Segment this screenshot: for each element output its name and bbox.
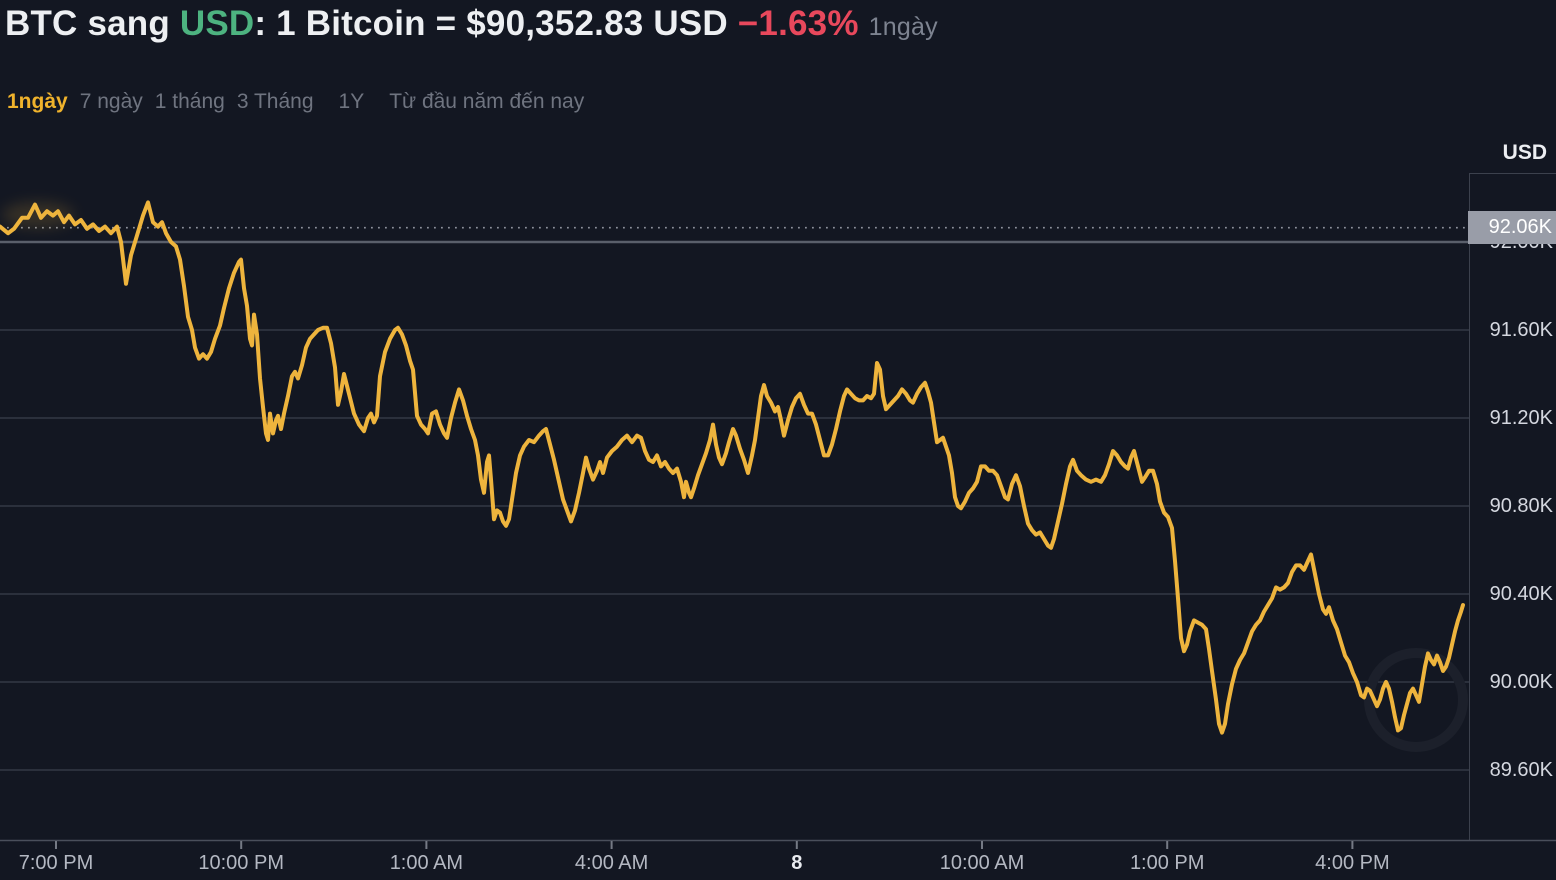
- y-axis-label: 91.60K: [1489, 319, 1553, 341]
- page-title: BTC sang USD: 1 Bitcoin = $90,352.83 USD…: [5, 4, 938, 44]
- x-axis-label: 4:00 AM: [574, 852, 649, 874]
- x-axis-label: 1:00 PM: [1129, 852, 1205, 874]
- title-pair: BTC sang: [5, 4, 180, 43]
- axis-frame: [0, 173, 1556, 849]
- tab-ytd[interactable]: Từ đầu năm đến nay: [389, 90, 585, 113]
- title-price: : 1 Bitcoin = $90,352.83 USD: [254, 4, 738, 43]
- y-axis-label: 90.40K: [1489, 583, 1553, 605]
- y-axis-label: 91.20K: [1489, 407, 1553, 429]
- price-axis-title: USD: [1502, 141, 1547, 164]
- y-axis-label: 90.00K: [1489, 671, 1553, 693]
- range-tabs: 1ngày 7 ngày 1 tháng 3 Tháng 1Y Từ đầu năm đế…: [7, 90, 584, 114]
- x-axis-label: 4:00 PM: [1315, 852, 1390, 874]
- title-range-label: 1ngày: [868, 13, 938, 41]
- title-change-percent: −1.63%: [737, 4, 859, 43]
- x-axis-label: 7:00 PM: [18, 852, 94, 874]
- x-axis-label: 10:00 AM: [939, 852, 1025, 874]
- tab-7-days[interactable]: 7 ngày: [79, 90, 143, 113]
- tab-1-year[interactable]: 1Y: [338, 90, 365, 113]
- price-axis-badge: 92.06K: [1468, 211, 1556, 244]
- title-quote-currency: USD: [179, 4, 255, 43]
- price-line-series: [0, 200, 1465, 735]
- watermark-logo: [1364, 648, 1468, 752]
- tab-1-month[interactable]: 1 tháng: [154, 90, 225, 113]
- y-axis-label: 89.60K: [1489, 759, 1553, 781]
- x-axis-label: 10:00 PM: [198, 852, 284, 874]
- y-axis-label: 90.80K: [1489, 495, 1553, 517]
- tab-3-months[interactable]: 3 Tháng: [236, 90, 314, 113]
- x-axis-label: 1:00 AM: [389, 852, 464, 874]
- x-axis-label: 8: [791, 852, 803, 874]
- tab-1-day[interactable]: 1ngày: [7, 90, 68, 113]
- gridlines: [0, 240, 1469, 771]
